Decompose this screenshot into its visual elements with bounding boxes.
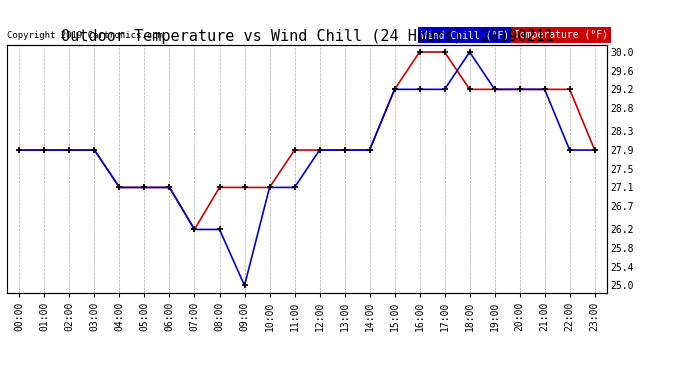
Title: Outdoor Temperature vs Wind Chill (24 Hours)  20190211: Outdoor Temperature vs Wind Chill (24 Ho… — [61, 29, 553, 44]
Text: Copyright 2019 Cartronics.com: Copyright 2019 Cartronics.com — [7, 31, 163, 40]
Text: Wind Chill (°F): Wind Chill (°F) — [421, 30, 509, 40]
Text: Temperature (°F): Temperature (°F) — [514, 30, 608, 40]
